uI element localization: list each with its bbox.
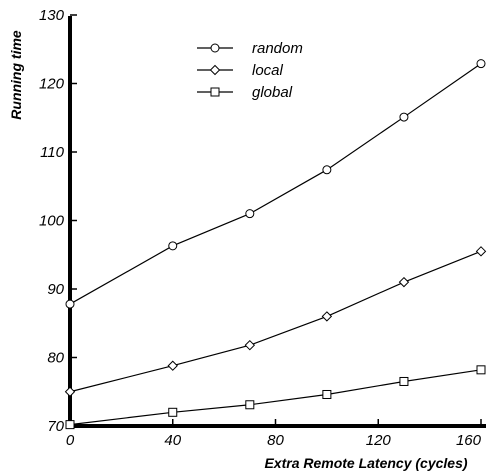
data-point-random — [168, 241, 178, 251]
data-point-global — [65, 420, 75, 430]
x-axis-title: Extra Remote Latency (cycles) — [264, 455, 467, 471]
legend-label: random — [252, 40, 303, 57]
legend-label: global — [252, 84, 293, 101]
y-tick-label: 130 — [39, 7, 65, 24]
y-tick-label: 80 — [47, 350, 64, 367]
data-point-random — [322, 165, 332, 175]
legend-item-local: local — [197, 62, 284, 79]
data-point-random — [399, 112, 409, 122]
x-tick-label: 80 — [267, 432, 284, 449]
data-point-local — [167, 360, 178, 371]
legend-marker-random — [210, 43, 220, 53]
data-point-global — [476, 365, 486, 375]
y-tick-label: 120 — [39, 76, 65, 93]
data-point-global — [399, 376, 409, 386]
legend-marker-local — [209, 64, 221, 76]
data-point-random — [245, 209, 255, 219]
legend-label: local — [252, 62, 284, 79]
y-tick-label: 100 — [39, 213, 65, 230]
x-tick-label: 0 — [66, 432, 75, 449]
legend: random local global — [197, 40, 303, 101]
series-group — [64, 59, 487, 430]
series-line-global — [69, 369, 482, 426]
data-point-random — [65, 299, 75, 309]
y-axis-title: Running time — [8, 30, 24, 120]
data-point-random — [476, 59, 486, 69]
data-point-global — [245, 400, 255, 410]
data-point-global — [322, 389, 332, 399]
ticks: 70 80 90 100 110 120 130 0 40 80 120 160 — [39, 7, 482, 449]
y-tick-label: 110 — [40, 144, 65, 161]
legend-item-global: global — [197, 84, 293, 101]
data-point-local — [475, 246, 487, 257]
x-tick-label: 120 — [366, 432, 392, 449]
x-tick-label: 40 — [164, 432, 181, 449]
series-line-random — [69, 63, 482, 305]
data-point-local — [64, 386, 76, 397]
data-point-global — [168, 407, 178, 417]
legend-marker-global — [210, 87, 220, 97]
series-local — [64, 246, 487, 397]
series-random — [65, 59, 486, 309]
x-tick-label: 160 — [456, 432, 482, 449]
y-tick-label: 90 — [47, 281, 64, 298]
series-line-local — [69, 250, 482, 393]
y-tick-label: 70 — [47, 418, 64, 435]
data-point-local — [398, 276, 410, 288]
legend-item-random: random — [197, 40, 303, 57]
data-point-local — [321, 311, 333, 322]
series-global — [65, 365, 486, 430]
data-point-local — [244, 339, 256, 351]
